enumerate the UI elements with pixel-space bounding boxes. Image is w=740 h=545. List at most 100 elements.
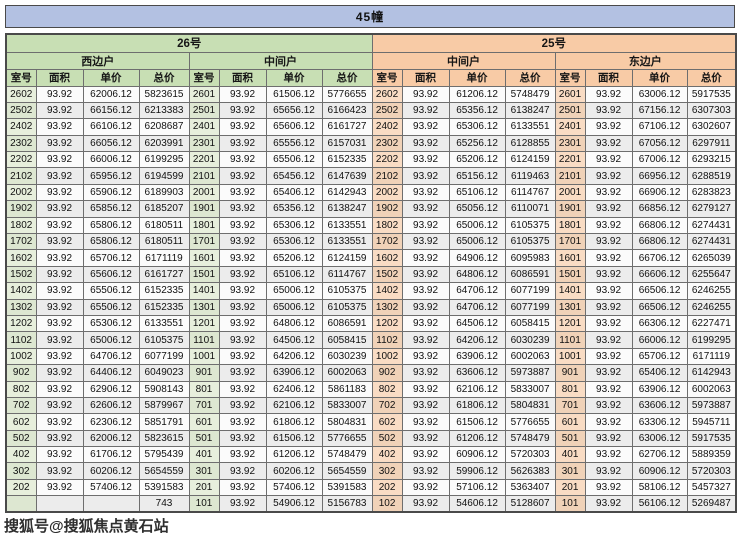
cell-total-price: 5457327 — [686, 478, 737, 497]
cell-room-number: 1801 — [188, 216, 220, 235]
cell-area: 93.92 — [218, 118, 267, 136]
cell-unit-price: 56106.12 — [631, 495, 688, 513]
cell-unit-price: 63906.12 — [448, 347, 506, 366]
cell-room-number: 2401 — [554, 118, 586, 136]
cell-area: 93.92 — [218, 380, 267, 398]
cell-room-number: 1702 — [5, 233, 37, 251]
cell-area: 93.92 — [35, 282, 84, 300]
subgroup-middle-header-26: 中间户 — [188, 51, 373, 70]
cell-room-number: 2101 — [554, 167, 586, 185]
cell-total-price: 6265039 — [686, 249, 737, 267]
cell-total-price: 6213383 — [138, 101, 190, 120]
cell-total-price: 5776655 — [321, 429, 373, 448]
col-header-unit-price: 单价 — [82, 68, 140, 87]
cell-area: 93.92 — [584, 446, 633, 464]
cell-room-number: 2202 — [371, 151, 403, 169]
cell-unit-price: 65306.12 — [265, 233, 323, 251]
cell-room-number: 1602 — [371, 249, 403, 267]
cell-room-number: 1002 — [371, 347, 403, 366]
cell-area: 93.92 — [584, 118, 633, 136]
cell-total-price: 6058415 — [321, 331, 373, 349]
cell-unit-price: 61806.12 — [265, 413, 323, 431]
cell-area: 93.92 — [401, 298, 450, 316]
cell-room-number: 101 — [554, 495, 586, 513]
cell-area: 93.92 — [584, 364, 633, 382]
cell-area: 93.92 — [218, 85, 267, 103]
cell-total-price: 6246255 — [686, 282, 737, 300]
cell-area: 93.92 — [584, 462, 633, 480]
cell-area: 93.92 — [401, 364, 450, 382]
cell-room-number: 402 — [371, 446, 403, 464]
cell-total-price: 6133551 — [138, 314, 190, 333]
cell-total-price: 6147639 — [321, 167, 373, 185]
cell-area: 93.92 — [584, 85, 633, 103]
cell-area: 93.92 — [401, 331, 450, 349]
col-header-room: 室号 — [554, 68, 586, 87]
cell-room-number: 1401 — [554, 282, 586, 300]
cell-unit-price: 61706.12 — [82, 446, 140, 464]
table-row: 1302 93.92 65506.12 6152335 1301 93.92 65006.1… — [5, 298, 737, 316]
cell-room-number: 802 — [371, 380, 403, 398]
cell-unit-price: 66956.12 — [631, 167, 688, 185]
col-header-unit-price: 单价 — [265, 68, 323, 87]
cell-total-price: 6166423 — [321, 101, 373, 120]
col-header-room: 室号 — [5, 68, 37, 87]
cell-area: 93.92 — [401, 200, 450, 218]
cell-area: 93.92 — [218, 314, 267, 333]
col-header-total-price: 总价 — [321, 68, 373, 87]
cell-total-price: 5917535 — [686, 429, 737, 448]
cell-total-price: 6274431 — [686, 216, 737, 235]
cell-area: 93.92 — [218, 183, 267, 202]
cell-area: 93.92 — [401, 249, 450, 267]
cell-room-number: 1601 — [188, 249, 220, 267]
cell-area: 93.92 — [218, 396, 267, 415]
cell-area: 93.92 — [35, 462, 84, 480]
cell-unit-price: 65006.12 — [448, 216, 506, 235]
cell-room-number: 502 — [5, 429, 37, 448]
cell-total-price: 5823615 — [138, 85, 190, 103]
cell-unit-price: 61806.12 — [448, 396, 506, 415]
cell-area: 93.92 — [218, 462, 267, 480]
cell-total-price: 5945711 — [686, 413, 737, 431]
cell-unit-price: 65006.12 — [265, 298, 323, 316]
cell-unit-price: 64706.12 — [82, 347, 140, 366]
cell-total-price: 6077199 — [138, 347, 190, 366]
cell-room-number: 2001 — [188, 183, 220, 202]
cell-unit-price: 65106.12 — [448, 183, 506, 202]
cell-room-number: 2201 — [188, 151, 220, 169]
table-row: 302 93.92 60206.12 5654559 301 93.92 60206.12 5… — [5, 462, 737, 480]
cell-area: 93.92 — [401, 314, 450, 333]
price-table: 26号 25号 西边户 中间户 中间户 东边户 室号 面积 单价 总价 室号 面… — [5, 33, 738, 514]
cell-total-price: 6133551 — [321, 216, 373, 235]
cell-unit-price: 58106.12 — [631, 478, 688, 497]
cell-total-price: 6105375 — [321, 298, 373, 316]
cell-total-price: 6086591 — [321, 314, 373, 333]
cell-total-price: 6161727 — [321, 118, 373, 136]
cell-total-price: 6227471 — [686, 314, 737, 333]
table-row: 2202 93.92 66006.12 6199295 2201 93.92 65506.1… — [5, 151, 737, 169]
cell-unit-price: 67156.12 — [631, 101, 688, 120]
cell-area: 93.92 — [218, 282, 267, 300]
col-header-total-price: 总价 — [138, 68, 190, 87]
cell-room-number: 302 — [371, 462, 403, 480]
cell-room-number: 101 — [188, 495, 220, 513]
cell-total-price: 5128607 — [504, 495, 556, 513]
cell-unit-price: 61206.12 — [448, 85, 506, 103]
cell-unit-price: 63606.12 — [631, 396, 688, 415]
cell-area: 93.92 — [35, 298, 84, 316]
cell-total-price: 6293215 — [686, 151, 737, 169]
cell-area: 93.92 — [35, 446, 84, 464]
cell-unit-price: 65406.12 — [631, 364, 688, 382]
cell-total-price: 5720303 — [504, 446, 556, 464]
cell-room-number: 702 — [371, 396, 403, 415]
cell-room-number: 201 — [188, 478, 220, 497]
cell-room-number: 2201 — [554, 151, 586, 169]
cell-total-price: 6152335 — [138, 298, 190, 316]
cell-total-price: 6114767 — [321, 265, 373, 284]
cell-room-number: 602 — [371, 413, 403, 431]
col-header-unit-price: 单价 — [631, 68, 688, 87]
building-title: 45幢 — [355, 10, 385, 24]
table-row: 1502 93.92 65606.12 6161727 1501 93.92 65106.1… — [5, 265, 737, 284]
cell-unit-price: 65306.12 — [448, 118, 506, 136]
cell-room-number: 2102 — [5, 167, 37, 185]
